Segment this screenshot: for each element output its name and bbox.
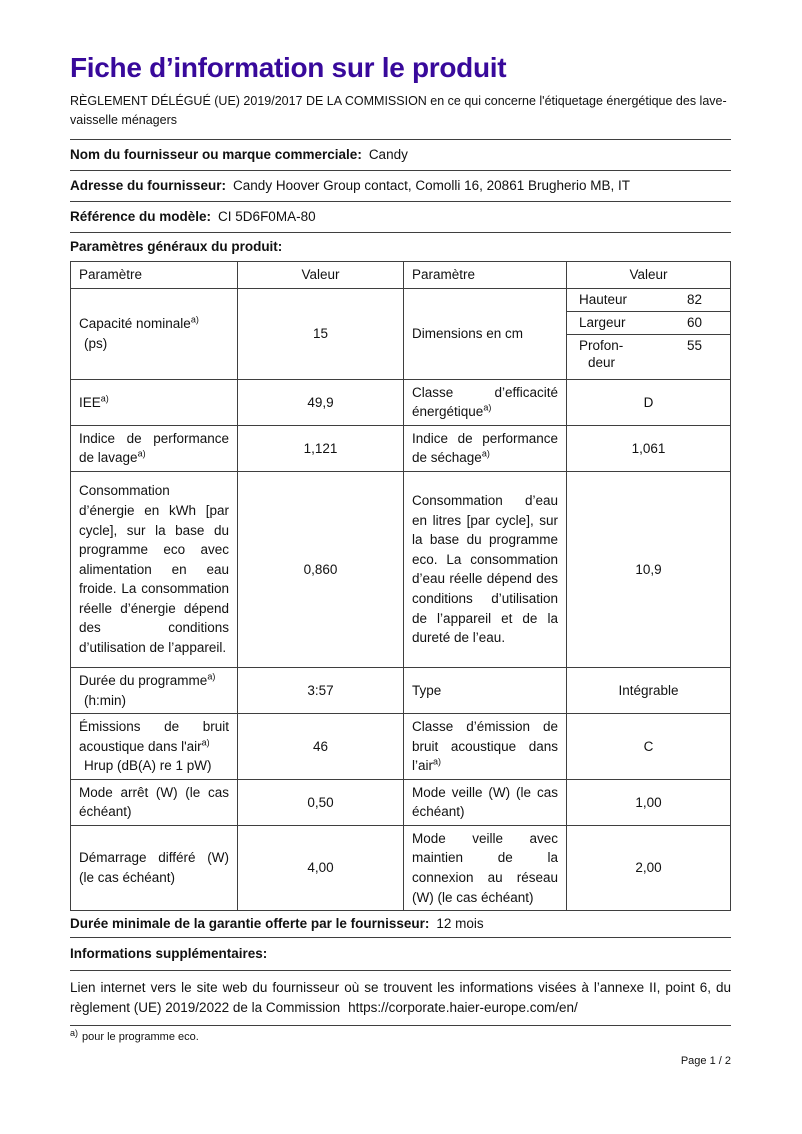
table-row-consumption: Consommation d’énergie en kWh [par cycle… [71,470,730,667]
value-cell: Intégrable [566,667,730,714]
param-cell: Classe d’efficacité énergétiquea) [403,379,566,425]
supplier-link-text: Lien internet vers le site web du fourni… [70,980,731,1015]
model-reference-row: Référence du modèle: CI 5D6F0MA-80 [70,200,731,232]
param-cell: Mode arrêt (W) (le cas échéant) [79,784,229,820]
value-cell: 3:57 [237,667,403,714]
warranty-row: Durée minimale de la garantie offerte pa… [70,911,731,939]
page-number: Page 1 / 2 [680,1055,731,1067]
value-cell: 49,9 [237,379,403,425]
header-value-2: Valeur [566,262,730,288]
general-parameters-heading: Paramètres généraux du produit: [70,232,731,261]
param-cell: Consommation d’eau en litres [par cycle]… [403,471,566,667]
value-cell: 0,50 [237,779,403,825]
dimension-value: 55 [686,337,702,353]
table-row-noise: Émissions de bruit acoustique dans l'air… [71,713,730,779]
dimension-label: Hauteur [579,291,628,307]
table-row-off-mode: Mode arrêt (W) (le cas échéant) 0,50 Mod… [71,778,730,825]
param-cell: IEEa) [79,393,109,410]
footnote-marker: a) [207,671,216,682]
param-cell: Dimensions en cm [403,288,566,379]
footnote-marker: a) [483,402,492,413]
param-cell: Capacité nominalea) (ps) [71,289,237,379]
dimension-label: Largeur [579,314,626,330]
supplier-name-row: Nom du fournisseur ou marque commerciale… [70,138,731,170]
value-cell: 0,860 [237,471,403,667]
footnote-marker: a) [481,448,490,459]
dimension-label: Profon-deur [579,337,624,371]
header-parameter-2: Paramètre [403,262,566,288]
param-cell: Type [403,667,566,714]
table-header-row: Paramètre Valeur Paramètre Valeur [71,262,730,288]
supplier-link-row: Lien internet vers le site web du fourni… [70,971,731,1027]
param-cell: Mode veille avec maintien de la connexio… [403,825,566,911]
table-row-eei: IEEa) 49,9 Classe d’efficacité énergétiq… [71,378,730,425]
page-title: Fiche d’information sur le produit [70,52,507,83]
value-cell: 46 [237,714,403,779]
table-row-duration: Durée du programmea) (h:min) 3:57 Type In… [71,666,730,714]
value-cell: 1,061 [566,425,730,471]
table-row-performance-index: Indice de performance de lavagea) 1,121 … [71,424,730,471]
supplier-name-label: Nom du fournisseur ou marque commerciale… [70,146,362,162]
supplier-link-url[interactable]: https://corporate.haier-europe.com/en/ [348,999,578,1015]
warranty-value: 12 mois [436,916,484,932]
value-cell: 1,00 [566,779,730,825]
value-cell: 1,121 [237,425,403,471]
supplier-name-value: Candy [368,146,408,162]
parameters-table: Paramètre Valeur Paramètre Valeur Capaci… [70,261,731,912]
header-parameter-1: Paramètre [79,267,143,283]
param-label: Capacité nominale [79,316,191,332]
model-reference-value: CI 5D6F0MA-80 [218,208,316,224]
footnote-marker: a) [190,314,199,325]
value-cell: C [566,714,730,779]
footnote-marker: a) [137,448,146,459]
dimension-row-depth: Profon-deur 55 [567,333,730,379]
table-row-delayed-start: Démarrage différé (W) (le cas échéant) 4… [71,824,730,911]
param-cell: Classe d’émission de bruit acoustique da… [403,714,566,779]
warranty-label: Durée minimale de la garantie offerte pa… [70,916,430,932]
table-row-capacity: Capacité nominalea) (ps) 15 Dimensions en… [71,287,730,379]
footnote-marker: a) [70,1027,79,1038]
value-cell: D [566,379,730,425]
footnote-marker: a) [100,393,109,403]
supplier-address-row: Adresse du fournisseur: Candy Hoover Grou… [70,169,731,201]
model-reference-label: Référence du modèle: [70,208,212,224]
dimension-value: 60 [686,314,702,330]
value-cell: 15 [237,288,403,379]
supplier-address-label: Adresse du fournisseur: [70,177,227,193]
param-cell: Émissions de bruit acoustique dans l'air… [79,719,229,774]
dimension-row-width: Largeur 60 [567,310,730,334]
value-cell: 10,9 [566,471,730,667]
footnote-marker: a) [433,756,442,767]
supplier-address-value: Candy Hoover Group contact, Comolli 16, … [233,177,630,193]
dimension-value: 82 [686,291,702,307]
param-cell: Durée du programmea) (h:min) [79,671,216,708]
footnote-marker: a) [201,737,210,748]
header-value-1: Valeur [237,262,403,288]
regulation-subtitle: RÈGLEMENT DÉLÉGUÉ (UE) 2019/2017 DE LA C… [70,94,727,127]
param-cell: Indice de performance de séchagea) [403,425,566,471]
param-cell: Mode veille (W) (le cas échéant) [403,779,566,825]
footnote-eco-program: a) pour le programme eco. [70,1027,199,1044]
additional-info-heading: Informations supplémentaires: [70,938,731,972]
param-cell: Démarrage différé (W) (le cas échéant) [79,850,229,886]
dimensions-value-cell: Hauteur 82 Largeur 60 Profon-deur 55 [566,288,730,379]
dimension-row-height: Hauteur 82 [567,289,730,311]
param-cell: Consommation d’énergie en kWh [par cycle… [79,483,229,655]
param-label-line2: (ps) [84,335,108,351]
value-cell: 4,00 [237,825,403,911]
param-cell: Indice de performance de lavagea) [79,430,229,466]
value-cell: 2,00 [566,825,730,911]
